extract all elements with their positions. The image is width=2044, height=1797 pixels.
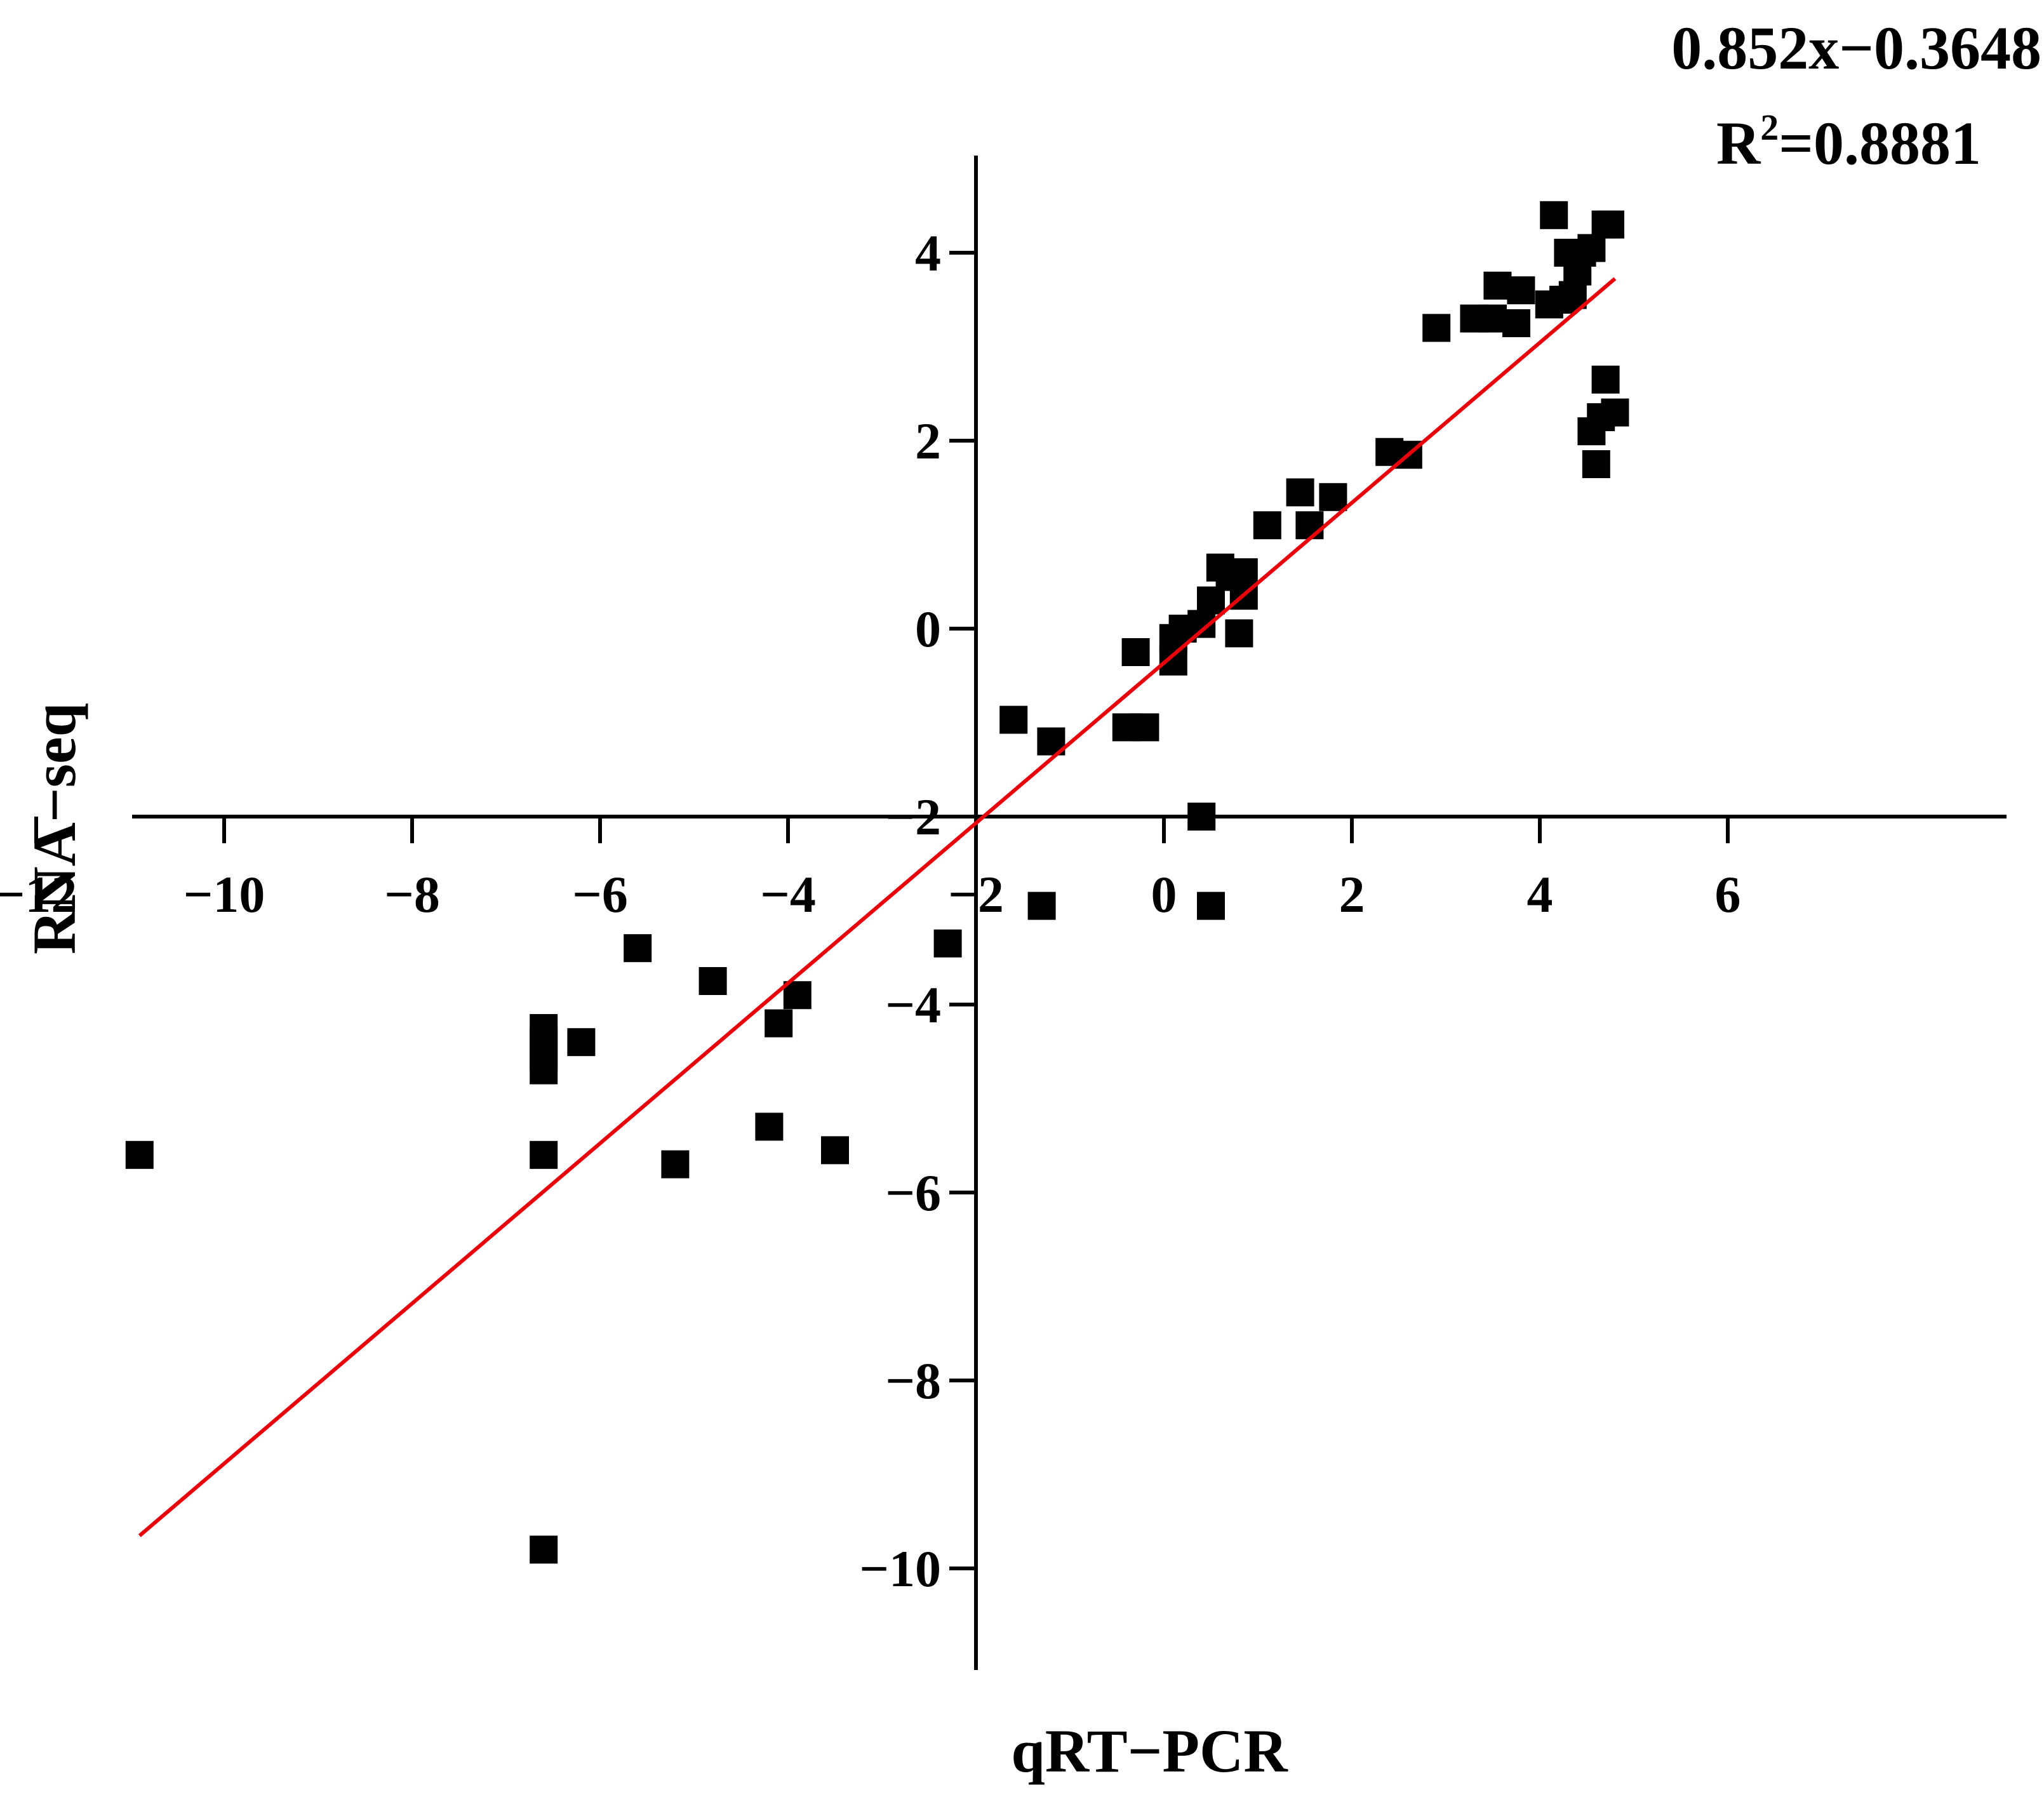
data-point: [1502, 309, 1530, 337]
x-tick-label: −10: [184, 865, 265, 923]
data-point: [999, 705, 1028, 734]
x-tick-label: 0: [1151, 865, 1177, 923]
r-squared-base: R: [1716, 109, 1761, 177]
data-point: [1319, 483, 1347, 511]
data-point: [1253, 511, 1281, 540]
x-tick-label: −4: [760, 865, 816, 923]
regression-layer: [138, 277, 1617, 1537]
data-point: [624, 934, 652, 963]
regression-line: [138, 277, 1617, 1537]
y-axis-title: RNA−seq: [20, 703, 88, 954]
y-tick-label: −2: [885, 788, 941, 846]
data-point: [1027, 892, 1056, 920]
data-point: [1197, 586, 1225, 615]
data-point: [530, 1140, 558, 1169]
data-point: [765, 1009, 793, 1038]
r-squared-value: =0.8881: [1779, 109, 1981, 177]
x-tick-label: 4: [1527, 865, 1553, 923]
regression-equation: 0.852x−0.3648: [1671, 14, 2041, 82]
y-tick-label: −10: [859, 1540, 941, 1598]
data-point: [661, 1150, 690, 1179]
data-point: [1187, 803, 1216, 831]
data-point: [1601, 398, 1629, 427]
y-tick-label: 4: [915, 224, 941, 282]
data-point: [1507, 276, 1535, 305]
data-point: [1121, 638, 1150, 666]
y-tick-label: −8: [885, 1352, 941, 1410]
data-points: [125, 201, 1629, 1564]
data-point: [567, 1028, 596, 1057]
data-point: [1295, 511, 1324, 540]
data-point: [1229, 558, 1258, 587]
y-tick-label: −4: [885, 976, 941, 1034]
data-point: [1286, 478, 1314, 507]
data-point: [933, 929, 962, 958]
x-tick-label: 6: [1715, 865, 1741, 923]
r-squared-superscript: 2: [1760, 107, 1779, 148]
data-point: [1591, 365, 1620, 394]
data-point: [530, 1014, 558, 1042]
data-point: [755, 1112, 784, 1141]
data-point: [1225, 619, 1253, 648]
x-tick-label: −6: [572, 865, 628, 923]
data-point: [1483, 271, 1512, 300]
data-point: [1540, 201, 1568, 229]
x-tick-label: −2: [948, 865, 1004, 923]
r-squared-label: R2=0.8881: [1716, 107, 1981, 177]
y-tick-label: 0: [915, 600, 941, 658]
data-point: [530, 1535, 558, 1564]
data-point: [1596, 210, 1624, 239]
data-point: [821, 1136, 849, 1165]
x-tick-label: 2: [1339, 865, 1365, 923]
y-tick-label: 2: [915, 412, 941, 470]
data-point: [1131, 713, 1159, 742]
labels: qRT−PCR RNA−seq 0.852x−0.3648 R2=0.8881: [20, 14, 2041, 1785]
data-point: [783, 981, 812, 1010]
data-point: [125, 1140, 154, 1169]
data-point: [1422, 314, 1451, 342]
x-tick-label: −12: [0, 865, 77, 923]
axes: [132, 156, 2007, 1670]
data-point: [698, 967, 727, 995]
data-point: [1197, 892, 1225, 920]
data-point: [1479, 304, 1507, 333]
data-point: [1577, 234, 1606, 262]
x-tick-label: −8: [384, 865, 440, 923]
data-point: [1582, 450, 1610, 478]
y-tick-label: −6: [885, 1164, 941, 1222]
x-axis-title: qRT−PCR: [1011, 1717, 1288, 1785]
